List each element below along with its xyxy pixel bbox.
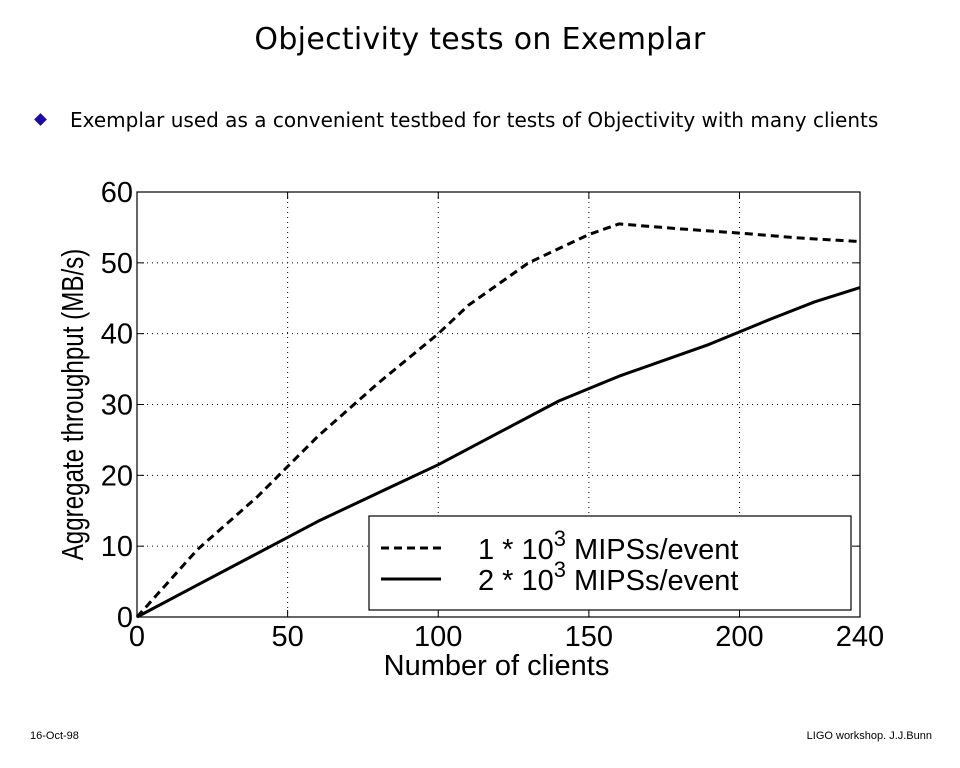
y-tick-label: 60 [101,177,133,209]
y-tick-label: 30 [101,390,133,422]
y-tick-label: 40 [101,319,133,351]
slide-title: Objectivity tests on Exemplar [254,22,706,57]
y-axis-label: Aggregate throughput (MB/s) [55,249,90,561]
x-tick-label: 150 [565,621,613,653]
x-tick-label: 100 [414,621,462,653]
x-tick-label: 50 [271,621,303,653]
y-tick-label: 0 [117,602,133,634]
bullet-item: Exemplar used as a convenient testbed fo… [34,108,936,136]
legend-label-2: 2 * 103 MIPSs/event [478,557,738,597]
y-tick-label: 20 [101,460,133,492]
footer-date: 16-Oct-98 [30,730,79,742]
footer-credit: LIGO workshop. J.J.Bunn [806,730,932,742]
series-line-2 [136,286,861,619]
x-tick-label: 0 [129,621,145,653]
legend-label-1: 1 * 103 MIPSs/event [478,526,738,566]
bullet-text: Exemplar used as a convenient testbed fo… [70,108,879,132]
x-axis-label: Number of clients [384,650,610,682]
x-tick-label: 200 [715,621,763,653]
legend-box [368,515,852,611]
series-line-1 [135,222,861,619]
y-tick-label: 10 [101,531,133,563]
x-tick-label: 240 [836,621,884,653]
y-tick-label: 50 [101,248,133,280]
